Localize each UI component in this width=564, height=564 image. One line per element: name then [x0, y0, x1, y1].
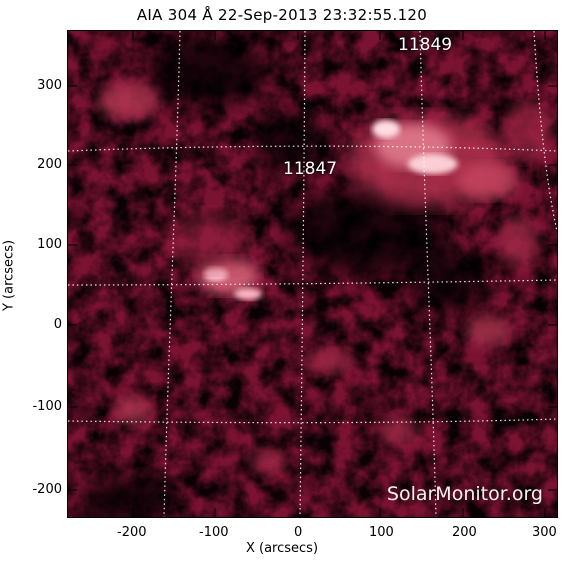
active-region-label: 11847 [283, 159, 338, 179]
dark-regions [78, 36, 488, 517]
solar-image: 11849 11847 SolarMonitor.org [67, 30, 558, 518]
y-tick-label: -100 [32, 399, 62, 414]
watermark: SolarMonitor.org [386, 483, 543, 505]
heliographic-grid [68, 31, 557, 517]
y-tick-label: 300 [37, 78, 62, 93]
x-tick-label: -100 [199, 525, 229, 540]
y-axis-label: Y (arcsecs) [1, 239, 17, 312]
active-region-11849-emission [348, 101, 553, 206]
active-region-label: 11849 [398, 35, 453, 55]
plage-patches [98, 83, 538, 473]
active-region-11847-emission [168, 211, 262, 300]
image-title: AIA 304 Å 22-Sep-2013 23:32:55.120 [136, 6, 428, 24]
y-tick-label: 100 [37, 237, 62, 252]
aia-304-solar-image [68, 31, 557, 517]
x-axis-label: X (arcsecs) [245, 541, 319, 556]
x-tick-label: 100 [369, 525, 394, 540]
y-tick-label: -200 [32, 482, 62, 497]
y-tick-label: 0 [53, 317, 62, 332]
x-tick-label: -200 [117, 525, 147, 540]
x-tick-label: 0 [294, 525, 303, 540]
x-tick-label: 200 [452, 525, 477, 540]
x-tick-label: 300 [532, 525, 557, 540]
y-tick-label: 200 [37, 157, 62, 172]
